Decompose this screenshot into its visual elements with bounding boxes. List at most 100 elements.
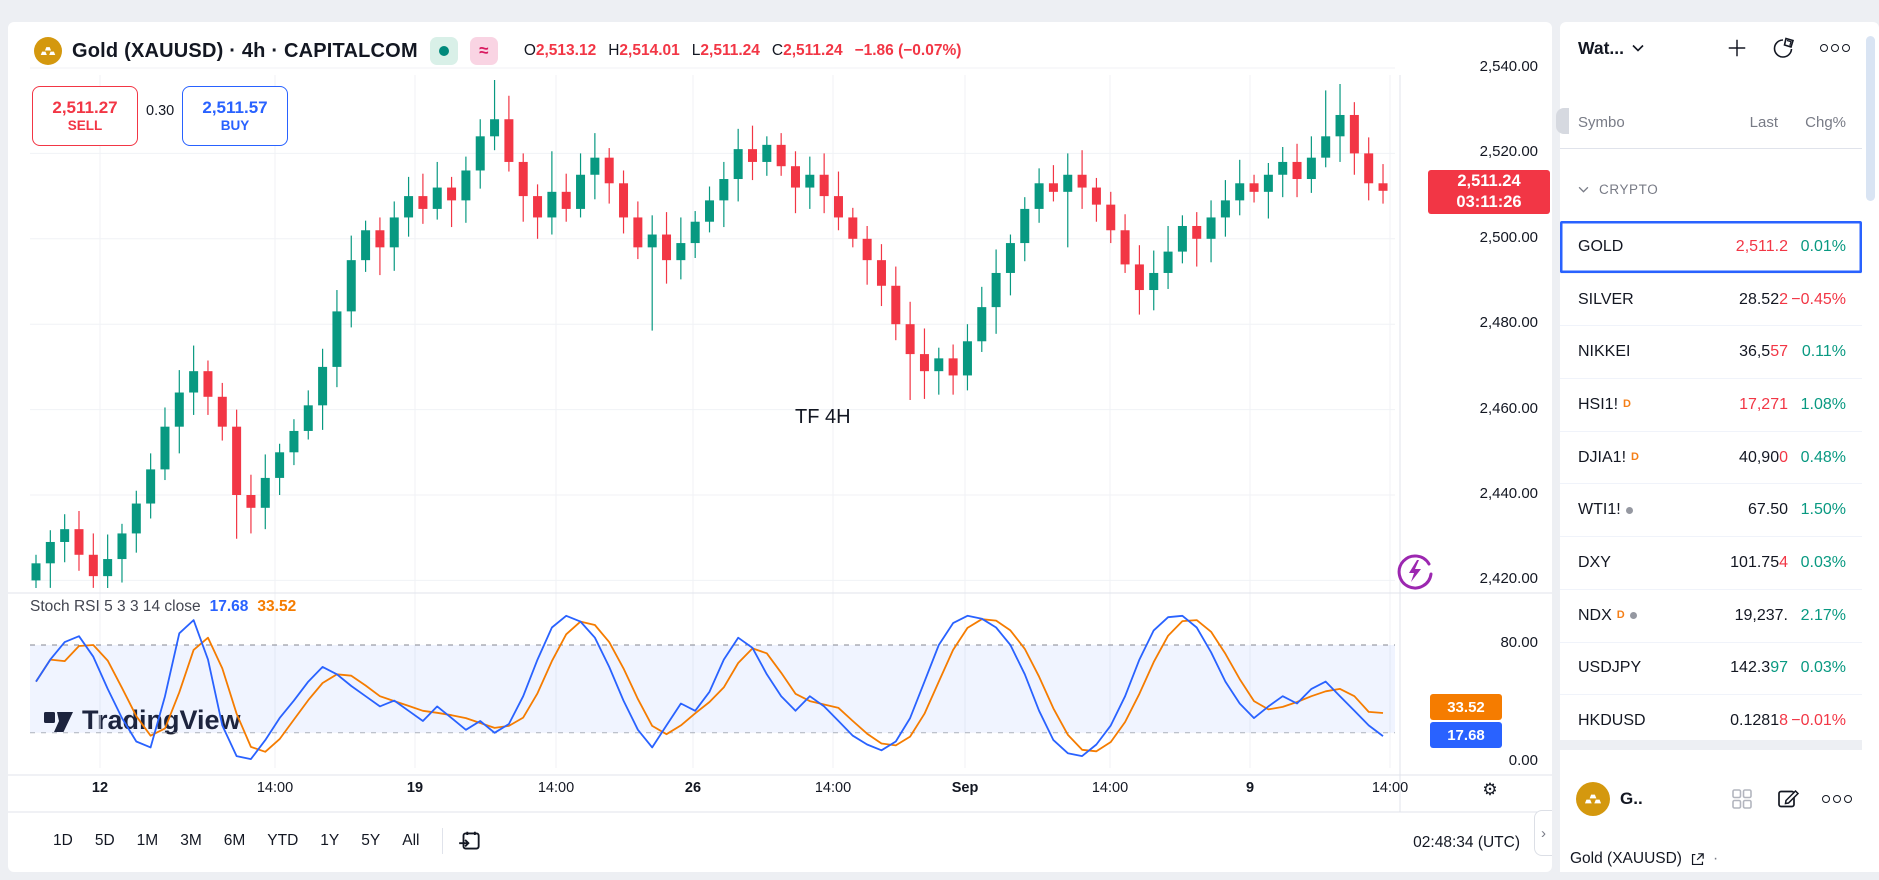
watchlist-row-wti1[interactable]: WTI1! 67.50 1.50% — [1560, 484, 1862, 538]
watchlist-title[interactable]: Wat... — [1578, 37, 1625, 58]
ohlc-segment: H2,514.01 — [608, 42, 680, 59]
watchlist-row-dxy[interactable]: DXY 101.754 0.03% — [1560, 537, 1862, 590]
row-change-percent: 0.01% — [1800, 237, 1846, 255]
panel-resize-handle[interactable] — [1556, 108, 1569, 134]
gold-symbol-icon[interactable] — [34, 37, 62, 65]
market-status-icon[interactable] — [429, 37, 458, 65]
row-last-price: 19,237. — [1734, 606, 1788, 624]
watchlist-row-hsi1[interactable]: HSI1! D 17,271 1.08% — [1560, 379, 1862, 432]
price-tick-label: 2,440.00 — [1479, 485, 1538, 502]
price-tick-label: 2,500.00 — [1479, 228, 1538, 246]
approx-data-icon[interactable]: ≈ — [469, 37, 498, 65]
range-button-ytd[interactable]: YTD — [267, 832, 299, 849]
external-link-icon[interactable] — [1689, 851, 1706, 868]
current-price-tag: 2,511.24 03:11:26 — [1428, 170, 1550, 214]
range-button-1y[interactable]: 1Y — [320, 832, 340, 849]
watchlist-more-icon[interactable] — [1820, 44, 1850, 52]
watchlist-row-usdjpy[interactable]: USDJPY 142.397 0.03% — [1560, 643, 1862, 696]
chart-panel — [8, 22, 1552, 872]
chevron-down-icon[interactable] — [1632, 44, 1644, 52]
row-last-price: 40,900 — [1739, 448, 1788, 466]
range-button-1d[interactable]: 1D — [53, 832, 73, 849]
bar-countdown: 03:11:26 — [1456, 193, 1522, 211]
stoch-rsi-legend[interactable]: Stoch RSI 5 3 3 14 close 17.68 33.52 — [30, 598, 296, 616]
row-symbol: SILVER — [1578, 290, 1634, 308]
ohlc-segment: O2,513.12 — [523, 42, 597, 59]
panel-divider — [1560, 740, 1862, 750]
row-change-percent: −0.45% — [1791, 290, 1846, 308]
watchlist-row-gold[interactable]: GOLD 2,511.2 0.01% — [1560, 221, 1862, 274]
instant-order-icon[interactable] — [1396, 552, 1434, 590]
row-symbol: DXY — [1578, 553, 1611, 571]
pie-chart-icon[interactable] — [1772, 36, 1796, 60]
row-last-price: 2,511.2 — [1735, 237, 1788, 255]
range-button-3m[interactable]: 3M — [180, 832, 202, 849]
range-toolbar: 1D 5D 1M 3M 6M YTD 1Y 5Y All — [44, 828, 483, 854]
symbol-title[interactable]: Gold (XAUUSD) · 4h · CAPITALCOM — [72, 39, 418, 62]
change-value: −1.86 (−0.07%) — [854, 42, 962, 59]
time-tick-label: 14:00 — [256, 780, 294, 796]
time-tick-label: 9 — [1245, 780, 1255, 796]
scrollbar-thumb[interactable] — [1866, 36, 1875, 201]
tradingview-watermark: TradingView — [42, 704, 241, 736]
time-tick-label: 26 — [684, 780, 702, 796]
gold-avatar-icon[interactable] — [1576, 782, 1610, 816]
column-last[interactable]: Last — [1749, 114, 1778, 131]
price-tick-label: 2,480.00 — [1479, 314, 1538, 332]
row-last-price: 36,557 — [1739, 343, 1788, 361]
watchlist-row-ndx[interactable]: NDX D 19,237. 2.17% — [1560, 590, 1862, 643]
utc-clock[interactable]: 02:48:34 (UTC) — [1413, 834, 1520, 851]
axis-settings-icon[interactable]: ⚙ — [1482, 780, 1498, 800]
watchlist-panel — [1560, 22, 1879, 872]
buy-button[interactable]: 2,511.57 BUY — [182, 86, 288, 146]
toolbar-divider — [442, 828, 444, 854]
compose-note-icon[interactable] — [1776, 787, 1800, 811]
range-button-6m[interactable]: 6M — [223, 832, 246, 849]
stoch-d-tag: 33.52 — [1430, 694, 1502, 720]
row-symbol: HSI1! D — [1578, 395, 1631, 413]
range-button-5y[interactable]: 5Y — [361, 832, 381, 849]
add-symbol-icon[interactable] — [1726, 37, 1748, 59]
section-label: CRYPTO — [1599, 182, 1659, 197]
time-tick-label: 14:00 — [814, 780, 852, 796]
watchlist-row-silver[interactable]: SILVER 28.522 −0.45% — [1560, 274, 1862, 327]
ohlc-segment: C2,511.24 — [771, 42, 843, 59]
row-change-percent: 0.11% — [1801, 343, 1846, 361]
range-button-5d[interactable]: 5D — [94, 832, 115, 849]
stoch-k-value: 17.68 — [209, 598, 249, 615]
widget-more-icon[interactable] — [1822, 795, 1852, 803]
sell-button[interactable]: 2,511.27 SELL — [32, 86, 138, 146]
row-change-percent: 0.48% — [1800, 448, 1846, 466]
time-tick-label: 12 — [91, 780, 109, 796]
watchlist-section-crypto[interactable]: CRYPTO — [1578, 182, 1658, 197]
ohlc-values: O2,513.12 H2,514.01 L2,511.24 C2,511.24 −1.8… — [524, 42, 962, 60]
row-change-percent: 2.17% — [1800, 606, 1846, 624]
time-tick-label: 19 — [406, 780, 424, 796]
widget-symbol-full[interactable]: Gold (XAUUSD) — [1570, 850, 1682, 867]
status-dot-icon — [1625, 506, 1633, 514]
row-last-price: 142.397 — [1730, 659, 1788, 677]
grid-layout-icon[interactable] — [1730, 787, 1754, 811]
range-button-all[interactable]: All — [402, 832, 420, 849]
time-tick-label: Sep — [951, 780, 979, 796]
range-button-1m[interactable]: 1M — [136, 832, 159, 849]
watchlist-rows: GOLD 2,511.2 0.01% SILVER 28.522 −0.45% NIKKEI… — [1560, 221, 1862, 748]
row-symbol: USDJPY — [1578, 659, 1642, 677]
row-last-price: 67.50 — [1747, 501, 1788, 519]
goto-date-icon[interactable] — [457, 828, 483, 854]
row-last-price: 28.522 — [1739, 290, 1788, 308]
column-chg[interactable]: Chg% — [1805, 114, 1846, 131]
sell-price: 2,511.27 — [52, 97, 118, 117]
spread-value: 0.30 — [146, 103, 175, 119]
collapse-panel-handle[interactable]: › — [1534, 810, 1552, 856]
watchlist-row-nikkei[interactable]: NIKKEI 36,557 0.11% — [1560, 326, 1862, 380]
watchlist-row-djia1[interactable]: DJIA1! D 40,900 0.48% — [1560, 432, 1862, 485]
widget-symbol-short[interactable]: G.. — [1620, 789, 1643, 808]
row-symbol: WTI1! — [1578, 501, 1633, 519]
column-symbol[interactable]: Symbo — [1578, 114, 1625, 131]
chart-annotation: TF 4H — [795, 406, 851, 428]
row-symbol: HKDUSD — [1578, 712, 1646, 730]
sell-label: SELL — [67, 118, 103, 134]
time-tick-label: 14:00 — [1091, 780, 1129, 796]
ohlc-segment: L2,511.24 — [691, 42, 760, 59]
